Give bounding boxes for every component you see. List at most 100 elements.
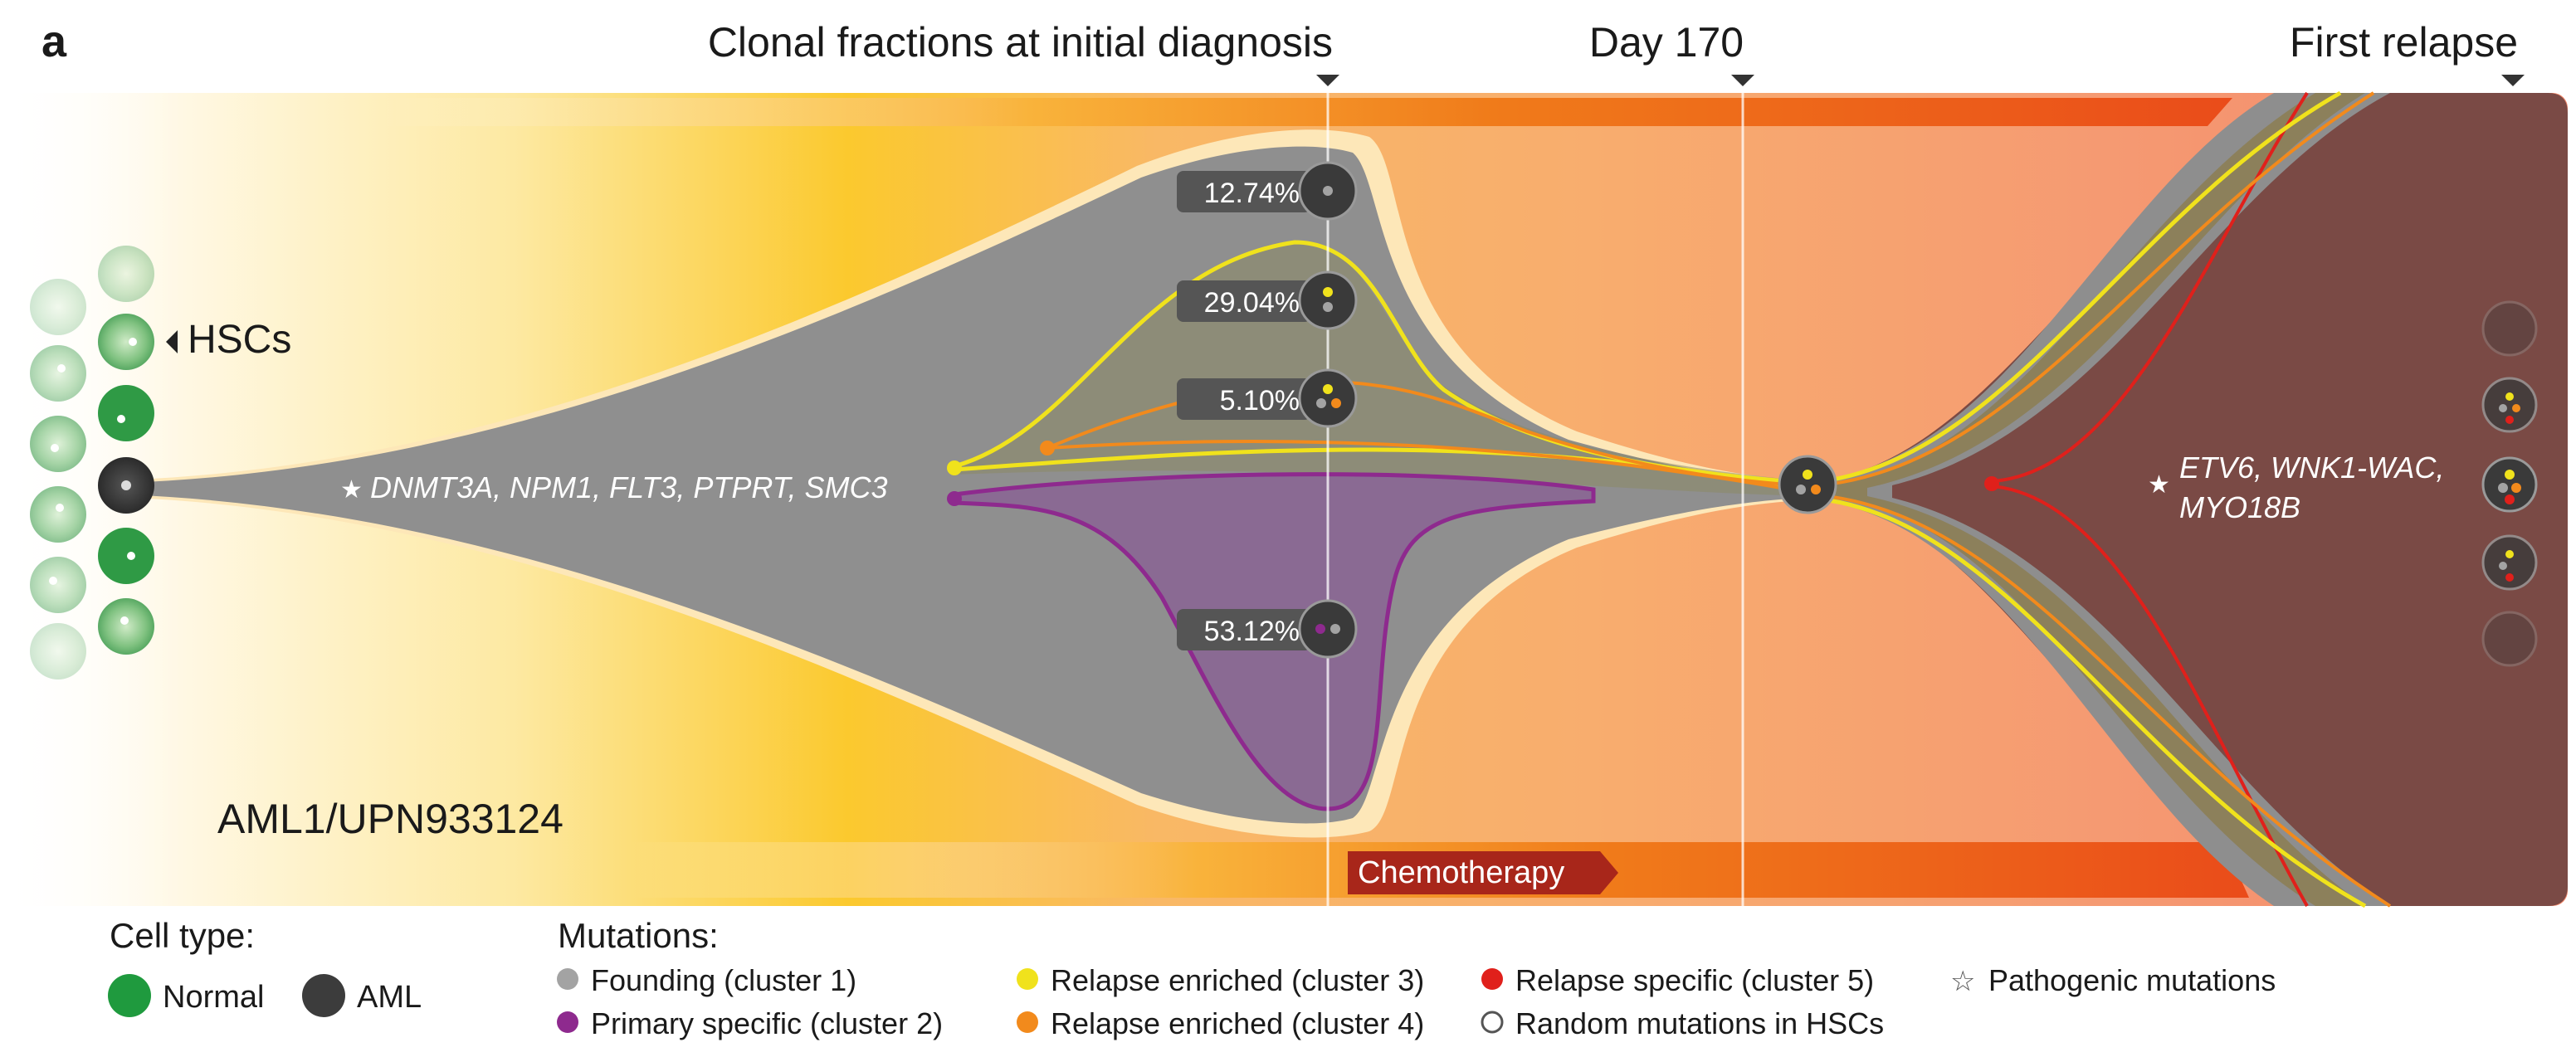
clone-cell-icon bbox=[1298, 368, 1358, 428]
relapse-yellow-line-lower bbox=[1808, 495, 2367, 908]
pathogenic-star-icon: ★ bbox=[2148, 470, 2170, 499]
aml-cell-icon bbox=[302, 974, 345, 1017]
clone-cell-icon bbox=[1778, 455, 1837, 514]
cell-mutation-dot bbox=[2505, 392, 2514, 401]
relapse-cell bbox=[2481, 534, 2538, 591]
cell-mutation-dot bbox=[117, 415, 125, 423]
legend-normal-label: Normal bbox=[163, 980, 264, 1015]
hsc-label: HSCs bbox=[188, 318, 291, 362]
normal-cell bbox=[98, 598, 154, 655]
primary-specific-dot-icon bbox=[557, 1011, 578, 1033]
relapse-region bbox=[1809, 93, 2568, 906]
cell-mutation-dot bbox=[1323, 384, 1333, 394]
relapse-mutations-label-line1: ETV6, WNK1-WAC, bbox=[2179, 451, 2444, 485]
normal-cell bbox=[98, 314, 154, 370]
timepoint-marker-relapse bbox=[2501, 75, 2525, 86]
fraction-value: 29.04% bbox=[1204, 287, 1300, 319]
timepoint-label-relapse: First relapse bbox=[2290, 19, 2518, 66]
legend-item-relapse-specific: Relapse specific (cluster 5) bbox=[1515, 963, 1874, 997]
normal-cell bbox=[98, 528, 154, 584]
fraction-label-box bbox=[1177, 609, 1311, 650]
cluster5-line-upper bbox=[1991, 91, 2309, 483]
hsc-pointer-icon bbox=[166, 330, 178, 353]
chemotherapy-label: Chemotherapy bbox=[1358, 855, 1564, 890]
cell-mutation-dot bbox=[127, 552, 135, 560]
clone-cell-icon bbox=[1298, 270, 1358, 330]
legend-item-pathogenic: Pathogenic mutations bbox=[1988, 963, 2276, 997]
chemotherapy-bar bbox=[1348, 851, 1618, 894]
cell-mutation-dot bbox=[2505, 573, 2514, 582]
founding-mutations-label: DNMT3A, NPM1, FLT3, PTPRT, SMC3 bbox=[370, 470, 887, 504]
relapse-enriched-3-dot-icon bbox=[1017, 968, 1038, 990]
timepoint-marker-day170 bbox=[1731, 75, 1754, 86]
cell-mutation-dot bbox=[51, 444, 59, 452]
cell-mutation-dot bbox=[1330, 624, 1340, 634]
relapse-orange-line-lower bbox=[1808, 493, 2392, 908]
timepoint-label-diagnosis: Clonal fractions at initial diagnosis bbox=[708, 19, 1333, 66]
cell-mutation-dot bbox=[1323, 186, 1333, 196]
relapse-mutations-label-line2: MYO18B bbox=[2179, 490, 2300, 524]
founding-clone bbox=[124, 146, 1809, 824]
cell-mutation-dot bbox=[49, 577, 57, 585]
panel-label: a bbox=[41, 17, 67, 66]
normal-cell-icon bbox=[108, 974, 151, 1017]
relapse-enriched-4-dot-icon bbox=[1017, 1011, 1038, 1033]
legend-cell-type-title: Cell type: bbox=[110, 916, 255, 955]
cluster5-origin-dot bbox=[1984, 476, 1999, 491]
fraction-value: 12.74% bbox=[1204, 178, 1300, 209]
top-timeline-bar bbox=[382, 98, 2232, 126]
cluster5-line-lower bbox=[1991, 485, 2309, 907]
legend-item-founding: Founding (cluster 1) bbox=[591, 963, 856, 997]
clone-fraction-cluster3: 29.04% bbox=[1177, 270, 1358, 330]
hsc-cell-group bbox=[30, 246, 154, 680]
cell-mutation-dot bbox=[120, 616, 129, 625]
fraction-label-box bbox=[1177, 280, 1311, 322]
clone-cell-icon bbox=[1298, 599, 1358, 659]
cluster3-origin-dot bbox=[947, 460, 962, 475]
legend-item-primary-specific: Primary specific (cluster 2) bbox=[591, 1006, 943, 1040]
relapse-cell bbox=[2481, 300, 2538, 357]
cell-mutation-dot bbox=[1315, 624, 1325, 634]
normal-cell bbox=[98, 385, 154, 441]
day170-residual-cell bbox=[1778, 455, 1837, 514]
normal-cell bbox=[30, 416, 86, 472]
cluster4-line-lower bbox=[1046, 439, 1810, 494]
subclone-cluster3-region bbox=[954, 241, 1809, 496]
normal-cell bbox=[30, 557, 86, 613]
cell-mutation-dot bbox=[2505, 494, 2515, 504]
cell-mutation-dot bbox=[1331, 398, 1341, 408]
legend-aml-label: AML bbox=[357, 980, 422, 1015]
fraction-value: 53.12% bbox=[1204, 616, 1300, 647]
timepoint-marker-diagnosis bbox=[1316, 75, 1339, 86]
relapse-yellow-line-upper bbox=[1808, 90, 2342, 485]
legend-item-relapse-enriched-3: Relapse enriched (cluster 3) bbox=[1051, 963, 1424, 997]
normal-cell bbox=[30, 279, 86, 335]
cell-mutation-dot bbox=[2512, 404, 2520, 412]
relapse-cell-group bbox=[2481, 300, 2538, 667]
relapse-cell bbox=[2481, 456, 2538, 513]
founding-dot-icon bbox=[557, 968, 578, 990]
cell-mutation-dot bbox=[2505, 416, 2514, 424]
normal-cell bbox=[30, 623, 86, 680]
legend-mutations-title: Mutations: bbox=[558, 916, 719, 955]
timepoint-label-day170: Day 170 bbox=[1589, 19, 1744, 66]
cell-mutation-dot bbox=[2498, 483, 2508, 493]
pathogenic-star-outline-icon: ☆ bbox=[1950, 965, 1975, 998]
fraction-label-box bbox=[1177, 171, 1311, 212]
cell-mutation-dot bbox=[2499, 404, 2507, 412]
background-fade bbox=[0, 93, 183, 906]
cell-mutation-dot bbox=[2499, 562, 2507, 570]
pathogenic-star-icon: ★ bbox=[340, 475, 363, 504]
clone-fraction-cluster4: 5.10% bbox=[1177, 368, 1358, 428]
cell-mutation-dot bbox=[1811, 485, 1821, 494]
clone-fraction-cluster2: 53.12% bbox=[1177, 599, 1358, 659]
cell-mutation-dot bbox=[1796, 485, 1806, 494]
cell-mutation-dot bbox=[1323, 302, 1333, 312]
relapse-specific-dot-icon bbox=[1481, 968, 1503, 990]
cell-mutation-dot bbox=[129, 338, 137, 346]
legend-item-random-hsc: Random mutations in HSCs bbox=[1515, 1006, 1884, 1040]
cell-mutation-dot bbox=[2505, 470, 2515, 480]
cluster2-origin-dot bbox=[947, 491, 962, 506]
cell-mutation-dot bbox=[1803, 470, 1812, 480]
